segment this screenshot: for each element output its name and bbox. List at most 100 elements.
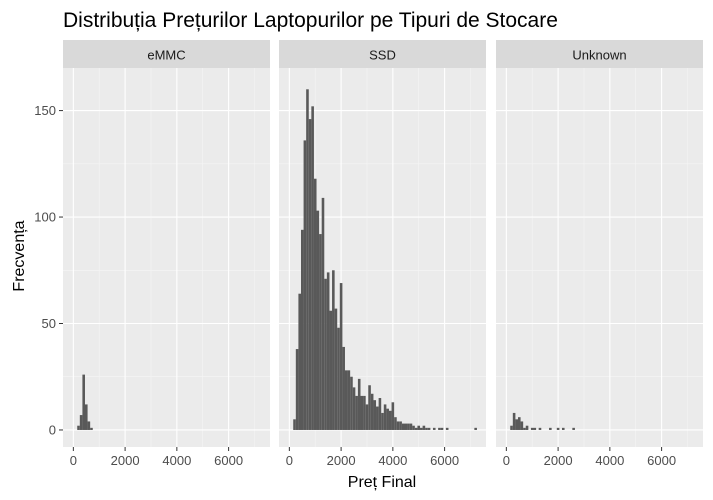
histogram-bar [316,210,320,430]
histogram-bar [412,425,415,430]
facet-strip [496,40,703,68]
histogram-bar [388,410,392,430]
histogram-bar [360,395,364,430]
chart-title: Distribuția Prețurilor Laptopurilor pe T… [63,9,558,32]
histogram-bar [295,349,299,430]
x-tick-label: 2000 [544,453,573,468]
facet-panels: 0 50 100 150 eMMC 0 2000 4000 6000 SSD 0 2000 4000 60… [34,40,703,468]
histogram-bar [510,425,513,430]
x-tick-label: 4000 [162,453,191,468]
histogram-bar [401,423,405,430]
histogram-bar [440,427,444,430]
histogram-bar [572,427,575,430]
histogram-bar [512,412,516,430]
histogram-bar [370,393,374,430]
histogram-bar [350,376,353,430]
histogram-bar [520,421,524,430]
histogram-bar [329,310,333,430]
histogram-bar [319,234,322,430]
histogram-bar [368,385,371,430]
histogram-bar [530,427,534,430]
x-tick-label: 2000 [111,453,140,468]
histogram-bar [438,427,441,430]
histogram-bar [82,374,85,430]
histogram-bar [311,106,314,430]
histogram-bar [313,178,317,430]
y-tick-label: 150 [34,103,56,118]
histogram-bar [303,140,307,430]
histogram-bar [420,427,423,430]
histogram-bar [334,308,338,430]
x-tick-label: 4000 [378,453,407,468]
facet-strip-label: Unknown [572,48,626,63]
histogram-bar [77,425,80,430]
x-tick-label: 6000 [214,453,243,468]
x-tick-label: 4000 [595,453,624,468]
facet-strip [279,40,486,68]
histogram-bar [342,346,345,430]
histogram-bar [378,398,382,430]
histogram-bar [556,427,560,430]
facet-panel-unknown: Unknown 0 2000 4000 6000 [496,40,703,468]
panel-background [496,68,703,447]
histogram-bar [293,419,296,430]
histogram-bar [407,423,410,430]
facet-panel-emmc: eMMC 0 2000 4000 6000 [63,40,270,468]
histogram-bar [549,427,552,430]
histogram-bar [538,427,542,430]
histogram-bar [79,415,83,430]
y-tick-label: 50 [42,316,56,331]
histogram-bar [339,283,343,430]
histogram-bar [561,427,565,430]
facet-panel-ssd: SSD 0 2000 4000 6000 [279,40,486,468]
histogram-bar [396,421,400,430]
histogram-bar [321,197,325,430]
histogram-bar [383,404,387,430]
histogram-bar [363,395,366,430]
x-tick-label: 6000 [647,453,676,468]
histogram-bar [523,427,526,430]
histogram-bar [445,427,449,430]
x-tick-label: 0 [286,453,293,468]
x-tick-label: 6000 [430,453,459,468]
histogram-bar [399,421,402,430]
facet-strip [63,40,270,68]
facet-strip-label: eMMC [147,48,185,63]
histogram-bar [298,293,301,430]
histogram-bar [373,400,377,430]
histogram-bar [352,387,356,430]
histogram-bar [386,408,389,430]
x-tick-label: 0 [70,453,77,468]
panel-background [63,68,270,447]
y-tick-label: 100 [34,210,56,225]
histogram-bar [525,425,529,430]
y-tick-label: 0 [49,422,56,437]
histogram-bar [84,404,88,430]
histogram-bar [422,425,426,430]
facet-strip-label: SSD [369,48,396,63]
x-tick-label: 2000 [327,453,356,468]
histogram-bar [391,402,395,430]
histogram-bar [394,417,397,430]
y-axis-label: Frecvența [11,220,28,291]
histogram-bar [427,427,431,430]
histogram-bar [409,423,413,430]
histogram-bar [337,327,340,430]
histogram-bar [365,404,369,430]
histogram-bar [425,427,428,430]
histogram-bar [517,417,521,430]
histogram-bar [357,378,361,430]
histogram-bar [381,412,384,430]
histogram-bar [533,427,537,430]
histogram-bar [347,370,351,430]
histogram-bar [474,427,477,430]
histogram-bar [332,270,335,430]
histogram-bar [515,419,518,430]
histogram-bar [324,278,327,430]
histogram-bar [404,423,408,430]
x-axis-label: Preț Final [348,474,416,491]
histogram-bar [432,427,436,430]
histogram-bar [87,421,91,430]
histogram-bar [417,425,421,430]
